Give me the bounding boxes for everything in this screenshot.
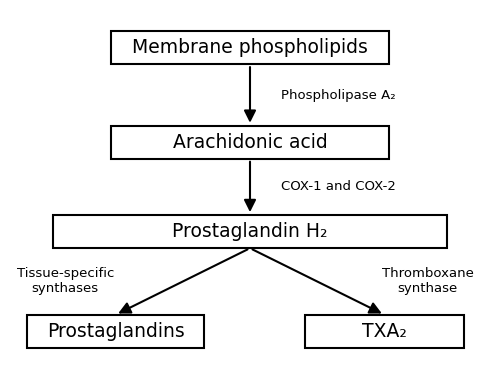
Text: Thromboxane
synthase: Thromboxane synthase: [382, 266, 474, 295]
Text: Arachidonic acid: Arachidonic acid: [172, 133, 328, 152]
Text: Membrane phospholipids: Membrane phospholipids: [132, 38, 368, 57]
Text: Prostaglandins: Prostaglandins: [46, 322, 184, 341]
FancyBboxPatch shape: [305, 315, 464, 348]
FancyBboxPatch shape: [111, 126, 389, 159]
Text: Phospholipase A₂: Phospholipase A₂: [281, 89, 396, 102]
Text: Prostaglandin H₂: Prostaglandin H₂: [172, 222, 328, 241]
FancyBboxPatch shape: [111, 31, 389, 64]
FancyBboxPatch shape: [27, 315, 204, 348]
FancyBboxPatch shape: [53, 215, 447, 248]
Text: Tissue-specific
synthases: Tissue-specific synthases: [16, 266, 114, 295]
Text: TXA₂: TXA₂: [362, 322, 407, 341]
Text: COX-1 and COX-2: COX-1 and COX-2: [281, 180, 396, 193]
